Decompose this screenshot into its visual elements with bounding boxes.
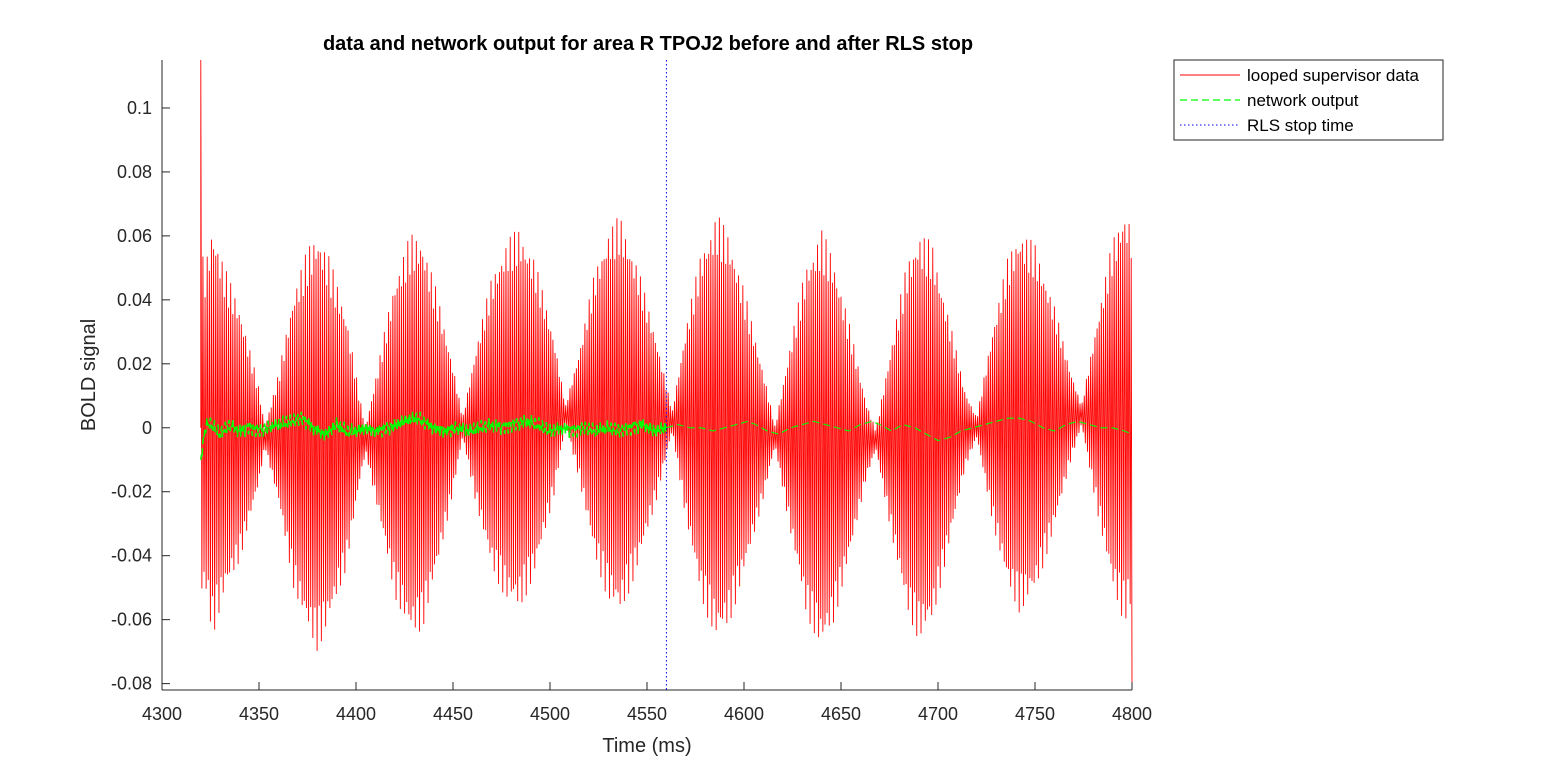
y-tick-label: -0.08 [111, 674, 152, 694]
y-tick-label: 0.02 [117, 354, 152, 374]
y-axis-label: BOLD signal [78, 319, 100, 431]
x-tick-label: 4800 [1112, 704, 1152, 724]
legend-label-network-output: network output [1247, 91, 1359, 110]
x-tick-label: 4700 [918, 704, 958, 724]
x-tick-label: 4500 [530, 704, 570, 724]
chart-title: data and network output for area R TPOJ2… [323, 33, 973, 55]
x-axis-label: Time (ms) [602, 735, 691, 757]
legend: looped supervisor data network output RL… [1173, 59, 1444, 141]
x-tick-label: 4450 [433, 704, 473, 724]
y-tick-label: 0.04 [117, 290, 152, 310]
series-layer [200, 59, 1133, 691]
legend-label-looped-supervisor-data: looped supervisor data [1247, 66, 1420, 85]
y-tick-label: -0.02 [111, 482, 152, 502]
legend-label-rls-stop-time: RLS stop time [1247, 116, 1354, 135]
y-tick-label: -0.04 [111, 546, 152, 566]
x-tick-label: 4550 [627, 704, 667, 724]
x-tick-label: 4400 [336, 704, 376, 724]
x-tick-label: 4600 [724, 704, 764, 724]
y-tick-label: 0.06 [117, 226, 152, 246]
x-tick-label: 4350 [239, 704, 279, 724]
series-network-output-after-stop [666, 417, 1133, 442]
y-tick-label: 0.08 [117, 162, 152, 182]
series-looped-supervisor-data [200, 59, 1133, 691]
x-tick-label: 4650 [821, 704, 861, 724]
x-tick-label: 4300 [142, 704, 182, 724]
x-tick-label: 4750 [1015, 704, 1055, 724]
ticks-layer: 4300 4350 4400 4450 4500 4550 4600 4650 4700 4750… [111, 98, 1152, 724]
y-tick-label: -0.06 [111, 610, 152, 630]
y-tick-label: 0 [142, 418, 152, 438]
series-network-output-before-stop [200, 411, 667, 460]
y-tick-label: 0.1 [127, 98, 152, 118]
